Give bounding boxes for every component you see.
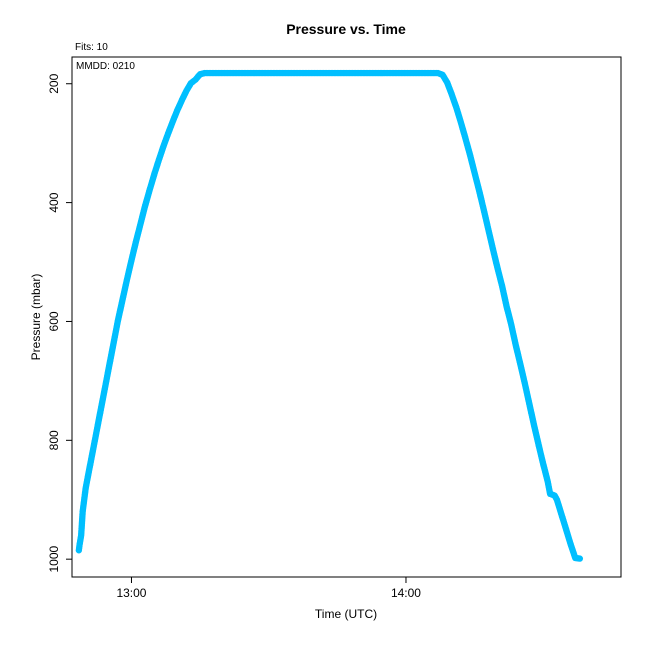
data-points	[75, 69, 584, 562]
fits-label: Fits: 10	[75, 42, 108, 53]
y-tick-label: 1000	[47, 546, 61, 573]
x-tick-label: 14:00	[391, 586, 421, 600]
axes: 13:00 14:00 200 400 600 800 1000	[47, 73, 421, 600]
x-tick-label: 13:00	[116, 586, 146, 600]
y-tick-label: 600	[47, 311, 61, 331]
x-axis-label: Time (UTC)	[315, 607, 377, 621]
y-tick-label: 400	[47, 192, 61, 212]
y-axis-label: Pressure (mbar)	[29, 274, 43, 361]
y-tick-label: 200	[47, 73, 61, 93]
chart-title: Pressure vs. Time	[286, 21, 406, 37]
plot-frame	[71, 56, 622, 578]
data-point	[576, 555, 584, 562]
y-tick-label: 800	[47, 430, 61, 450]
date-label: MMDD: 0210	[76, 61, 135, 72]
